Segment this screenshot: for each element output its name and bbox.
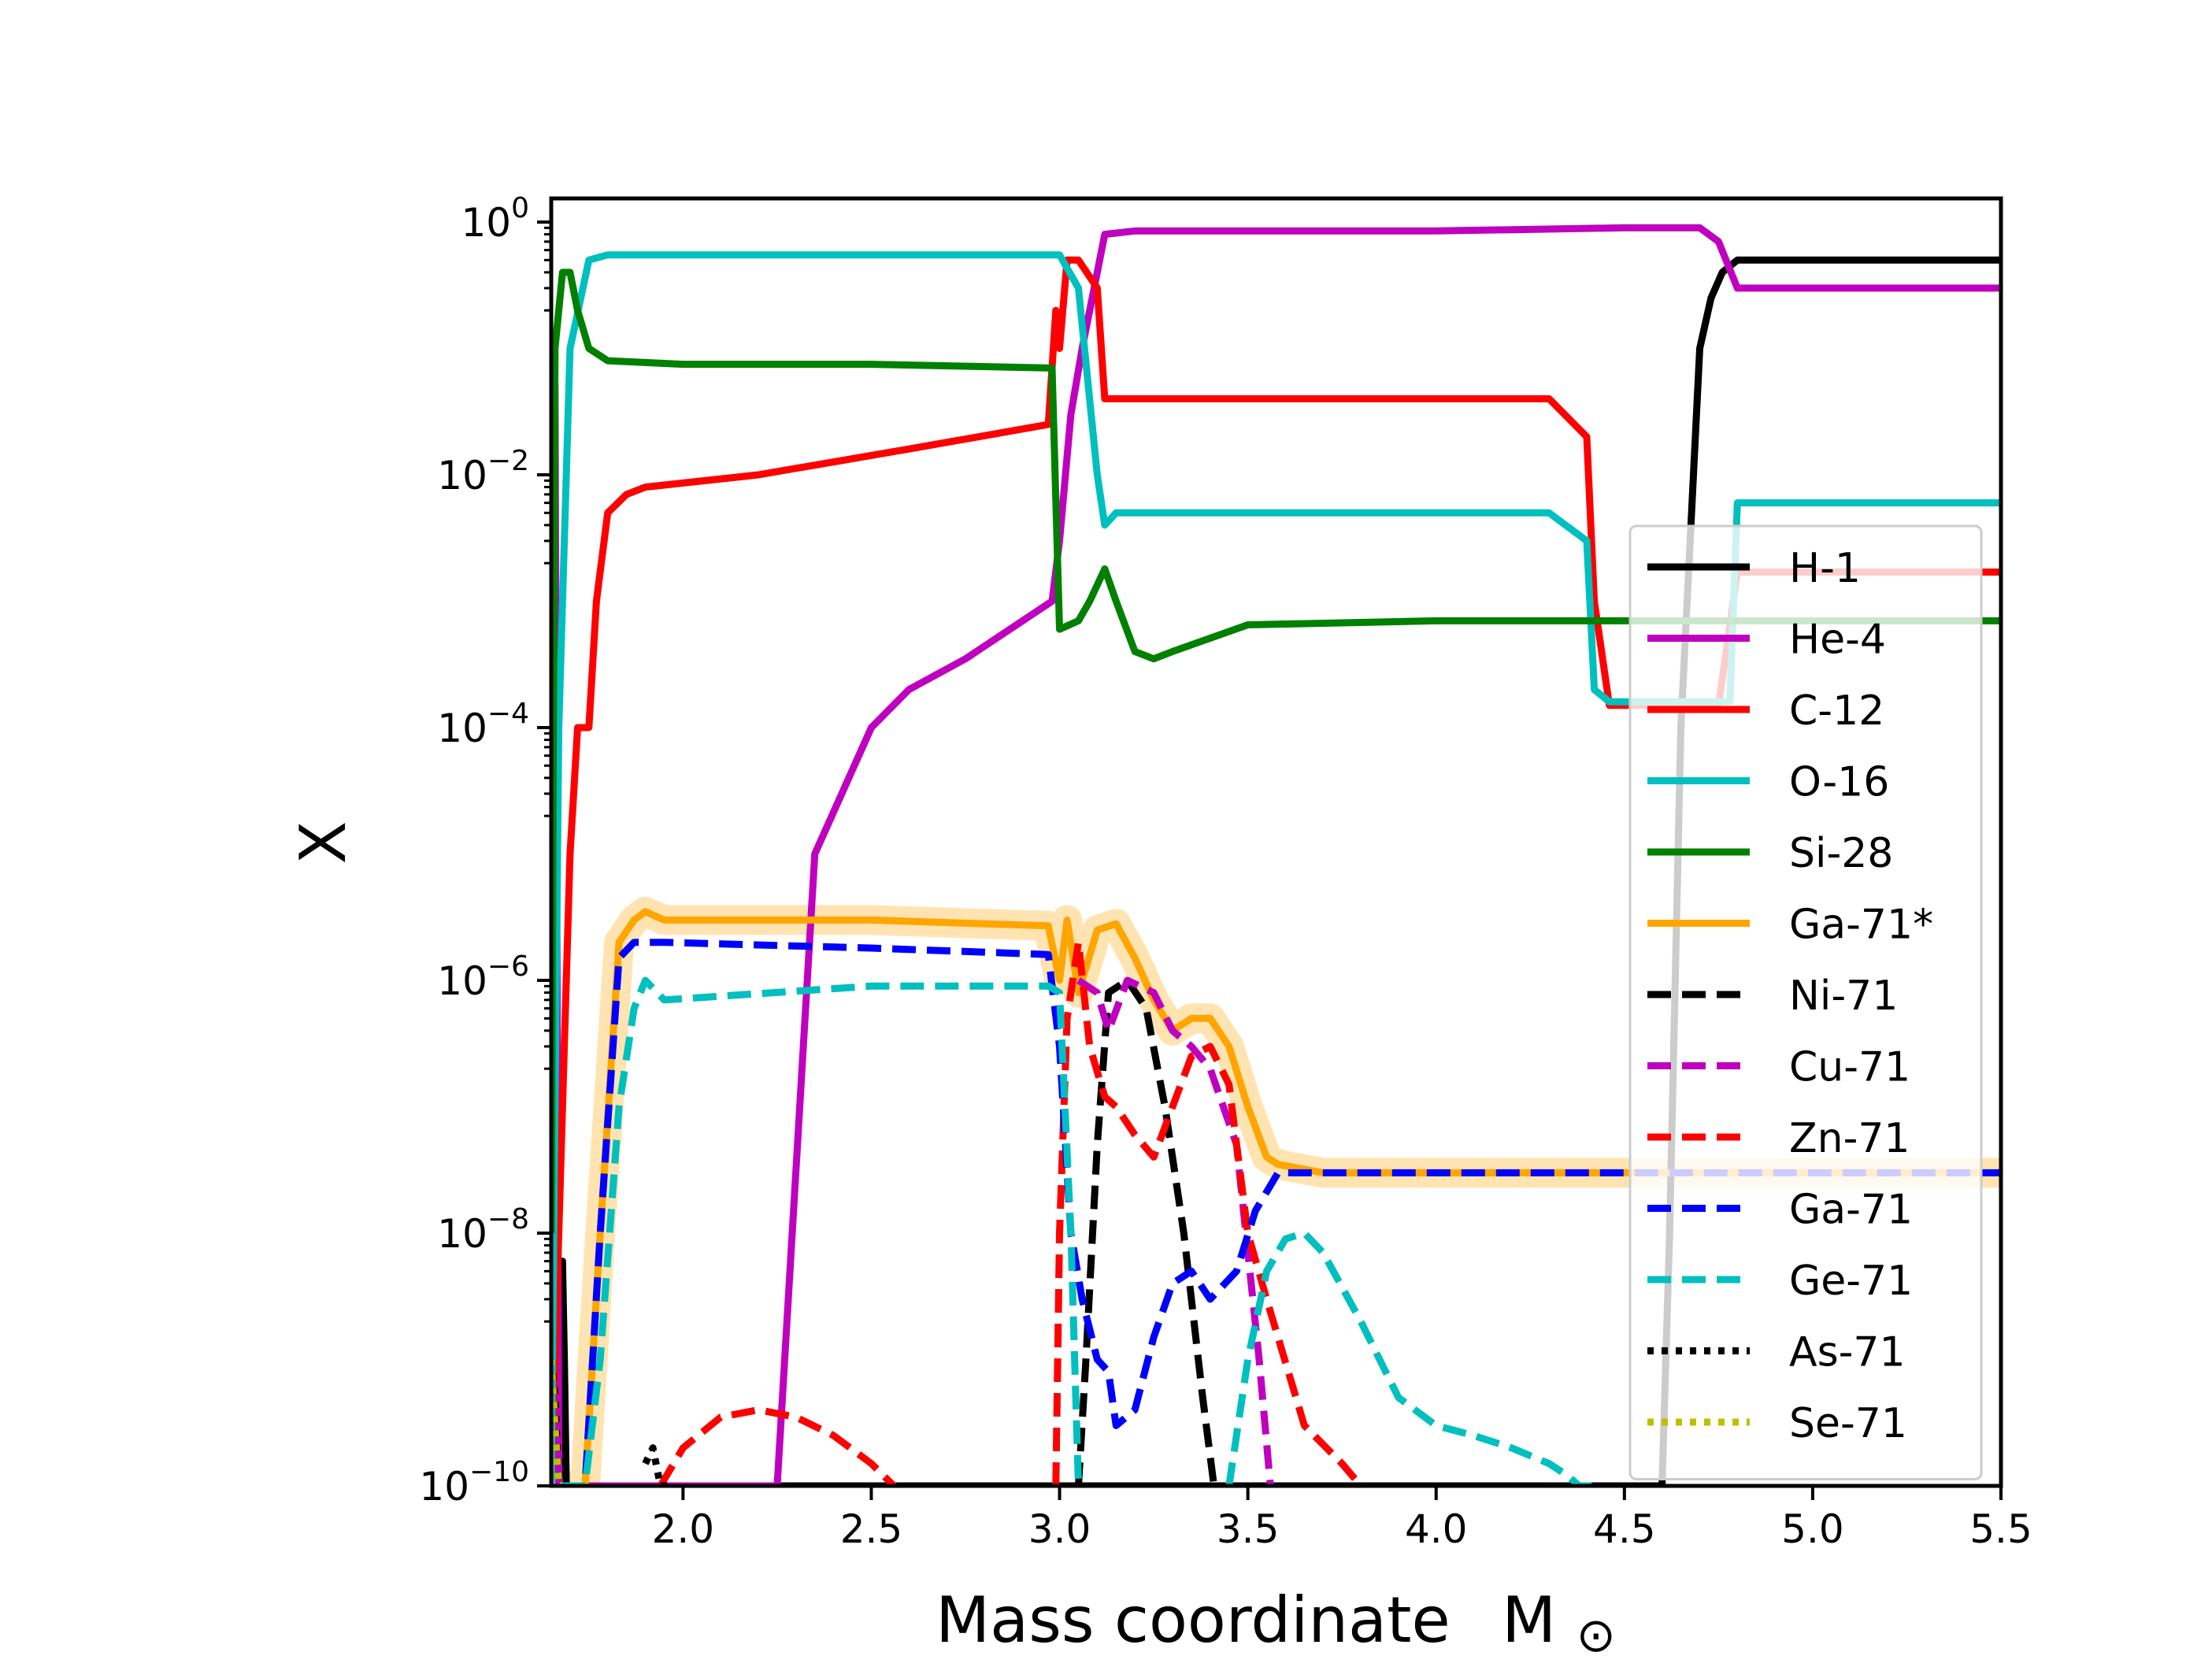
x-tick-label: 2.0 (652, 1506, 715, 1552)
x-tick-label: 4.5 (1593, 1506, 1656, 1552)
legend: H-1 He-4 C-12 O-16 Si-28 Ga-71* Ni-71 Cu-71 Zn-7… (1628, 524, 1983, 1480)
series-line-ga-71-star (562, 908, 2001, 1486)
series-line-o-16 (551, 251, 2001, 1486)
plot-frame (549, 196, 2003, 1488)
y-tick-label: 10−10 (419, 1456, 529, 1510)
series-line-c-12 (551, 256, 2001, 1486)
y-tick-label: 10−4 (437, 698, 529, 751)
series-line-ga-71 (562, 939, 2001, 1486)
legend-label-o-16: O-16 (1789, 759, 1889, 806)
legend-label-ga-71: Ga-71 (1789, 1187, 1913, 1234)
x-tick-label: 3.0 (1028, 1506, 1091, 1552)
x-tick-label: 5.5 (1969, 1506, 2032, 1552)
legend-label-se-71: Se-71 (1789, 1400, 1907, 1447)
x-axis-label-symbol: M (1502, 1584, 1556, 1657)
series-line-he-4 (551, 224, 2001, 1486)
legend-label-h-1: H-1 (1789, 545, 1861, 592)
legend-label-he-4: He-4 (1789, 617, 1886, 664)
y-tick-label: 10−2 (437, 445, 529, 498)
y-axis: 100 10−2 10−4 10−6 10−8 10−10 (419, 192, 551, 1510)
legend-label-si-28: Si-28 (1789, 830, 1893, 877)
legend-label-as-71: As-71 (1789, 1329, 1906, 1376)
y-tick-label: 10−8 (437, 1203, 529, 1257)
x-tick-label: 2.5 (840, 1506, 903, 1552)
legend-label-c-12: C-12 (1789, 687, 1884, 735)
legend-label-ge-71: Ge-71 (1789, 1258, 1913, 1305)
series-line-zn-71 (657, 939, 1364, 1486)
x-tick-label: 3.5 (1217, 1506, 1280, 1552)
legend-label-ni-71: Ni-71 (1789, 972, 1898, 1020)
legend-label-cu-71: Cu-71 (1789, 1044, 1910, 1091)
x-axis-label-subscript: ⊙ (1577, 1608, 1616, 1663)
legend-label-zn-71: Zn-71 (1789, 1115, 1910, 1162)
series-line-si-28 (551, 269, 2001, 1234)
legend-box (1628, 524, 1983, 1480)
x-axis-label-text: Mass coordinate (936, 1584, 1451, 1657)
x-tick-label: 5.0 (1781, 1506, 1844, 1552)
x-axis-label: Mass coordinate M ⊙ (936, 1584, 1616, 1663)
series-line-ni-71 (1075, 976, 1218, 1486)
y-tick-label: 100 (461, 192, 529, 246)
x-tick-label: 4.0 (1405, 1506, 1468, 1552)
series-line-ge-71 (562, 976, 1595, 1486)
y-axis-label: X (287, 821, 360, 865)
legend-label-ga-71-star: Ga-71* (1789, 902, 1933, 949)
x-axis: 2.0 2.5 3.0 3.5 4.0 4.5 5.0 5.5 (652, 1486, 2032, 1552)
y-tick-label: 10−6 (437, 950, 529, 1004)
